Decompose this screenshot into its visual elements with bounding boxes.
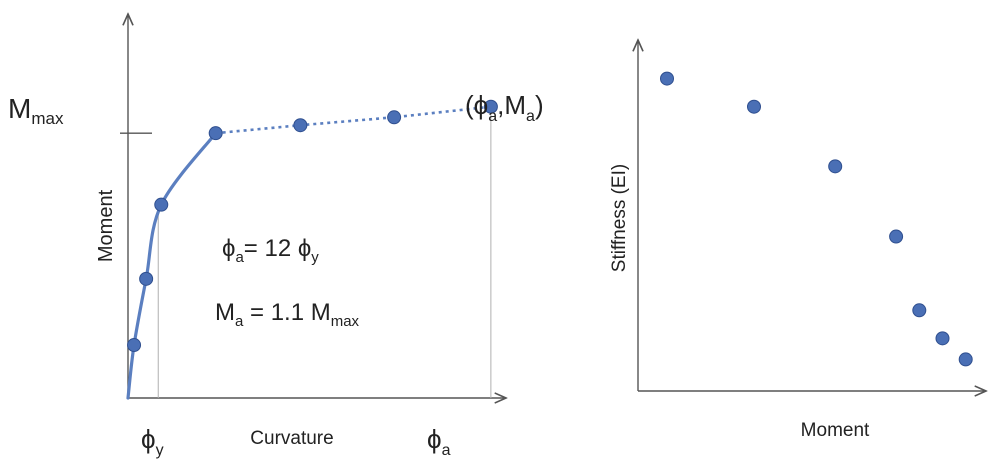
scatter-point-5 (935, 331, 950, 346)
data-point-s1-1 (293, 118, 308, 133)
stiffness-moment-chart: Stiffness (EI) Moment (609, 40, 986, 441)
y-tick-label-mmax: Mmax (8, 93, 64, 128)
scatter-points (660, 71, 973, 367)
annotation-ma: Ma = 1.1 Mmax (215, 299, 360, 330)
scatter-point-0 (660, 71, 674, 86)
moment-curvature-chart: Moment Curvature Mmax ϕy ϕa (ϕa,Ma) ϕa= … (8, 14, 544, 459)
x-tick-label-phi-y: ϕy (141, 424, 164, 459)
series-points (127, 99, 498, 353)
scatter-point-3 (889, 229, 904, 244)
scatter-point-2 (828, 159, 843, 174)
point-label-phi-a-ma: (ϕa,Ma) (465, 90, 544, 125)
data-point-s0-4 (208, 126, 223, 141)
scatter-point-4 (912, 303, 927, 318)
x-axis-label-left: Curvature (250, 428, 333, 449)
y-axis-label-right: Stiffness (EI) (609, 164, 630, 272)
series-line-dotted (215, 105, 492, 135)
data-point-s0-2 (139, 271, 154, 286)
data-point-s1-2 (387, 110, 402, 125)
scatter-point-1 (747, 99, 761, 114)
y-axis-label-left: Moment (95, 189, 117, 262)
scatter-point-6 (958, 352, 973, 367)
data-point-s0-3 (154, 197, 169, 212)
data-point-s0-1 (127, 338, 142, 353)
x-tick-label-phi-a: ϕa (427, 424, 451, 459)
annotation-phi-a: ϕa= 12 ϕy (222, 235, 319, 266)
data-point-s1-3 (483, 99, 498, 114)
guide-lines (120, 106, 492, 398)
series-line-solid (126, 131, 218, 400)
x-axis-label-right: Moment (801, 420, 870, 441)
